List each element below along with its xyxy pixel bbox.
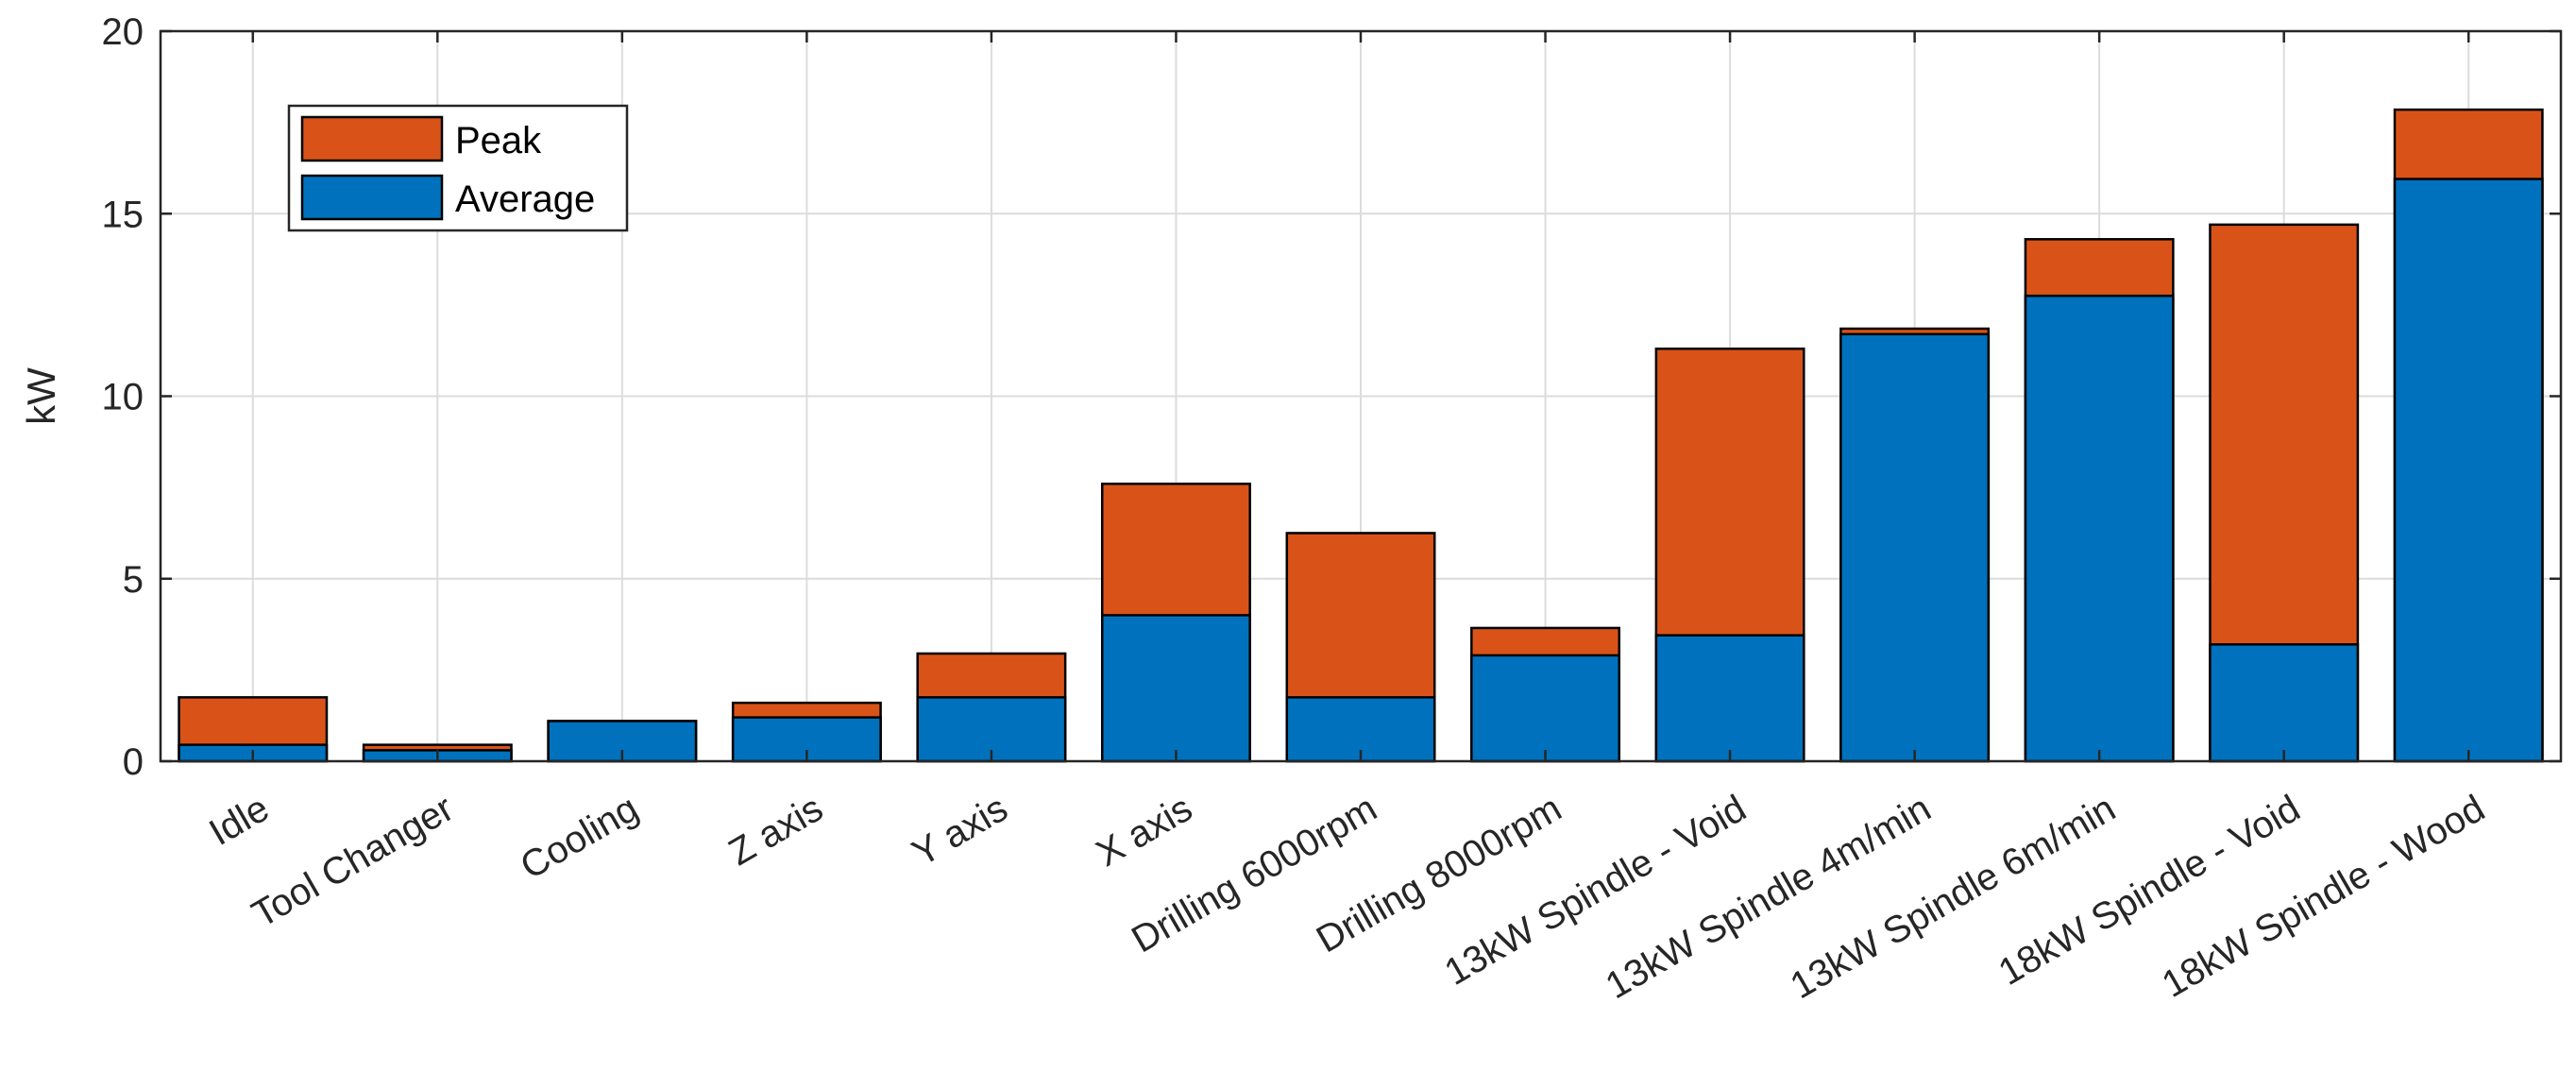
bar-average [2393,178,2544,763]
bar-average [1470,654,1621,763]
legend: Peak Average [287,104,629,232]
bar-average [1100,614,1251,763]
bar-average [1839,332,1991,763]
bar-average [1654,634,1805,763]
y-axis-label: kW [19,367,63,425]
y-tick-label: 20 [102,11,144,53]
bar-average [2024,294,2175,763]
y-tick-label: 15 [102,194,144,235]
legend-swatch-peak [300,115,444,162]
y-axis-ticks: 0 5 10 15 20 [102,11,2561,783]
bar-average [2209,643,2360,763]
legend-label-average: Average [455,178,595,220]
legend-label-peak: Peak [455,120,542,162]
y-tick-label: 5 [123,559,144,601]
y-tick-label: 10 [102,377,144,418]
legend-swatch-average [300,174,444,221]
y-tick-label: 0 [123,741,144,783]
